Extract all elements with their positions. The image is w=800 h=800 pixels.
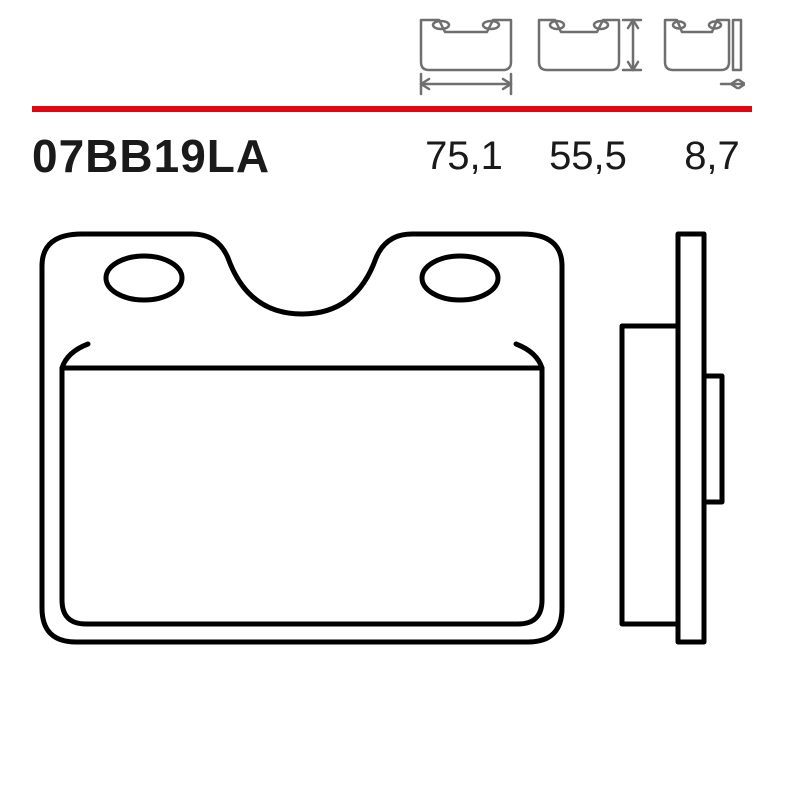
width-icon [421,20,511,94]
dim-width: 75,1 [424,134,504,179]
part-number: 07BB19LA [32,129,270,183]
side-view [622,234,722,642]
dimension-icons [415,12,745,100]
technical-drawing [22,226,778,772]
front-view [42,234,562,642]
dim-thickness: 8,7 [672,134,752,179]
divider-rule [32,106,752,112]
dim-height: 55,5 [548,134,628,179]
spec-sheet: 07BB19LA 75,1 55,5 8,7 [0,0,800,800]
dimension-values: 75,1 55,5 8,7 [424,134,752,179]
height-icon [539,20,641,70]
label-row: 07BB19LA 75,1 55,5 8,7 [32,126,752,186]
thickness-icon [665,20,745,88]
